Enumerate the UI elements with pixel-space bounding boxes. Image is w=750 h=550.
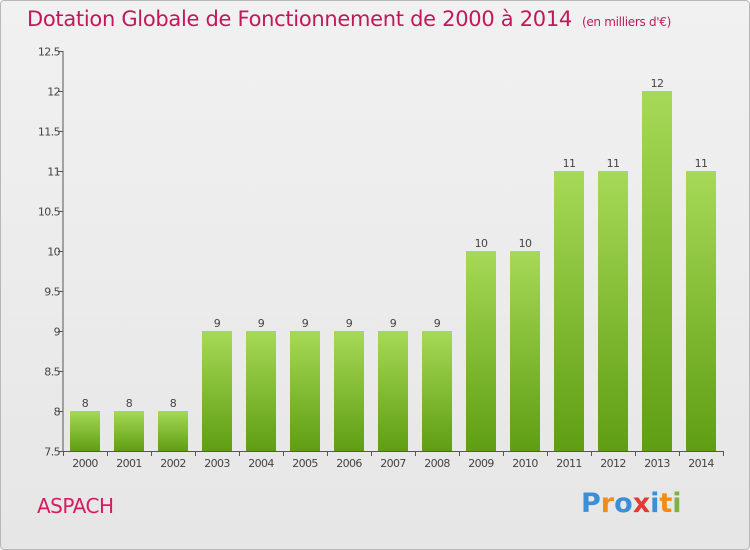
data-label: 8 — [82, 397, 89, 410]
data-label: 12 — [651, 77, 664, 90]
data-label: 10 — [519, 237, 532, 250]
data-label: 9 — [434, 317, 441, 330]
y-tick-label: 11.5 — [38, 126, 61, 139]
bar-2002[interactable] — [158, 411, 188, 451]
bar-2011[interactable] — [554, 171, 584, 451]
bar-2014[interactable] — [686, 171, 716, 451]
x-tick-label: 2012 — [600, 457, 626, 470]
bars-group — [70, 91, 716, 451]
x-tick-label: 2002 — [160, 457, 186, 470]
chart-title: Dotation Globale de Fonctionnement de 20… — [27, 7, 671, 31]
data-label: 9 — [214, 317, 221, 330]
data-label: 8 — [126, 397, 133, 410]
y-tick-label: 12 — [47, 86, 60, 99]
unit-label: (en milliers d'€) — [581, 15, 671, 29]
x-tick-label: 2009 — [468, 457, 494, 470]
y-tick-label: 10.5 — [38, 206, 61, 219]
title-text: Dotation Globale de Fonctionnement de 20… — [27, 7, 572, 31]
data-label: 9 — [302, 317, 309, 330]
x-tick-label: 2004 — [248, 457, 274, 470]
x-tick-label: 2001 — [116, 457, 142, 470]
bar-2006[interactable] — [334, 331, 364, 451]
bar-2004[interactable] — [246, 331, 276, 451]
proxiti-logo[interactable]: Proxiti — [581, 488, 682, 519]
x-tick-label: 2010 — [512, 457, 538, 470]
bar-2008[interactable] — [422, 331, 452, 451]
logo-letter: x — [632, 488, 651, 519]
x-axis: 2000 2001 2002 2003 2004 2005 2006 2007 2008 2009… — [63, 451, 724, 470]
data-label: 9 — [346, 317, 353, 330]
logo-letter: i — [672, 488, 682, 519]
x-tick-label: 2011 — [556, 457, 582, 470]
y-tick-label: 9 — [54, 326, 61, 339]
x-tick-label: 2008 — [424, 457, 450, 470]
logo-letter: r — [600, 488, 615, 519]
x-tick-label: 2013 — [644, 457, 670, 470]
data-label: 9 — [258, 317, 265, 330]
y-tick-label: 9.5 — [44, 286, 60, 299]
y-tick-label: 12.5 — [38, 46, 61, 59]
bar-2013[interactable] — [642, 91, 672, 451]
data-label: 11 — [695, 157, 708, 170]
y-tick-label: 11 — [47, 166, 60, 179]
logo-letter: t — [659, 488, 673, 519]
x-tick-label: 2005 — [292, 457, 318, 470]
bar-2005[interactable] — [290, 331, 320, 451]
x-tick-label: 2007 — [380, 457, 406, 470]
logo-letter: o — [614, 488, 633, 519]
commune-name: ASPACH — [37, 494, 114, 518]
x-tick-label: 2014 — [688, 457, 714, 470]
x-tick-label: 2000 — [72, 457, 98, 470]
data-label: 11 — [563, 157, 576, 170]
data-label: 8 — [170, 397, 177, 410]
y-axis: 7.5 8 8.5 9 9.5 10 10.5 11 11.5 12 12.5 — [38, 46, 64, 459]
bar-2012[interactable] — [598, 171, 628, 451]
data-label: 10 — [475, 237, 488, 250]
logo-letter: P — [581, 488, 601, 519]
data-labels-group: 8 8 8 9 9 9 9 9 9 10 10 11 11 12 11 — [82, 77, 708, 410]
y-tick-label: 8 — [54, 406, 61, 419]
bar-2009[interactable] — [466, 251, 496, 451]
y-tick-label: 7.5 — [44, 446, 60, 459]
x-tick-label: 2003 — [204, 457, 230, 470]
bar-2000[interactable] — [70, 411, 100, 451]
y-tick-label: 10 — [47, 246, 60, 259]
bar-2003[interactable] — [202, 331, 232, 451]
y-tick-label: 8.5 — [44, 366, 60, 379]
bar-2001[interactable] — [114, 411, 144, 451]
data-label: 11 — [607, 157, 620, 170]
data-label: 9 — [390, 317, 397, 330]
x-tick-label: 2006 — [336, 457, 362, 470]
logo-letter: i — [650, 488, 660, 519]
bar-2010[interactable] — [510, 251, 540, 451]
bar-2007[interactable] — [378, 331, 408, 451]
